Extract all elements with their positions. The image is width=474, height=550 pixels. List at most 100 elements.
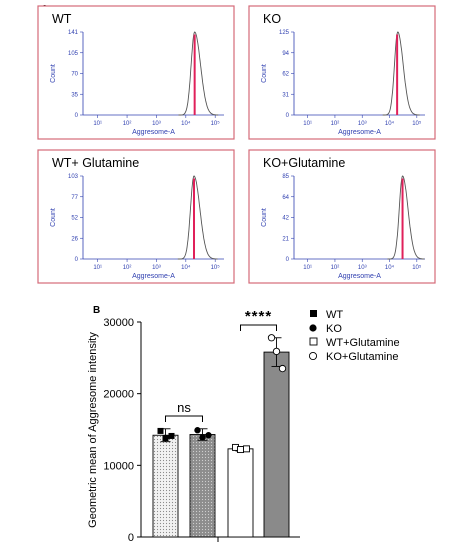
- x-tick-label: 10⁴: [385, 264, 395, 271]
- significance-ns: ns: [165, 400, 203, 422]
- y-tick-label: 26: [71, 236, 78, 242]
- data-point: [168, 432, 175, 439]
- data-point: [243, 445, 250, 453]
- y-tick-label: 77: [71, 195, 78, 201]
- panel-label-b: B: [93, 305, 100, 316]
- x-axis-label: Aggresome-A: [132, 273, 175, 280]
- y-tick-label: 0: [128, 532, 134, 544]
- y-tick-label: 42: [282, 216, 289, 222]
- y-tick-label: 0: [75, 113, 79, 119]
- x-tick-label: 10³: [358, 265, 367, 271]
- bar-group-1: [152, 427, 179, 538]
- x-axis-label: Aggresome-A: [132, 129, 175, 136]
- histogram-title: KO+Glutamine: [263, 156, 345, 170]
- data-point: [205, 432, 212, 439]
- histogram-curve: [382, 31, 420, 116]
- y-tick-label: 21: [282, 236, 289, 242]
- y-tick-label: 64: [282, 195, 289, 201]
- y-tick-label: 62: [282, 72, 289, 78]
- histogram-4: KO+Glutamine 0 21 42 64 85 10¹ 10² 10³ 10⁴ 10⁵ Aggr…: [248, 149, 436, 284]
- legend-label: WT: [326, 309, 343, 321]
- legend-item-2: KO: [309, 323, 342, 335]
- x-tick-label: 10²: [123, 265, 132, 271]
- x-tick-label: 10³: [152, 121, 161, 127]
- bar-chart-panel: 0 10000 20000 30000 Geometric mean of Aggres…: [87, 308, 400, 544]
- significance-label: ns: [177, 400, 191, 415]
- x-tick-label: 10⁴: [181, 264, 191, 271]
- significance-bracket: [165, 415, 203, 422]
- legend-label: KO+Glutamine: [326, 351, 398, 363]
- legend-marker: [309, 337, 318, 346]
- y-tick-label: 85: [282, 174, 289, 180]
- y-tick-label: 20000: [103, 389, 134, 401]
- bar: [227, 448, 254, 538]
- y-tick-label: 141: [68, 30, 79, 36]
- bar: [152, 434, 179, 538]
- x-tick-label: 10⁵: [211, 264, 221, 271]
- legend-marker: [310, 310, 317, 317]
- bar-group-2: [189, 427, 216, 538]
- legend-item-4: KO+Glutamine: [308, 351, 398, 363]
- histogram-title: KO: [263, 12, 281, 26]
- x-tick-label: 10⁴: [181, 120, 191, 127]
- x-tick-label: 10¹: [303, 121, 312, 127]
- x-tick-label: 10¹: [93, 265, 102, 271]
- y-axis-label: Count: [261, 208, 268, 227]
- y-tick-label: 94: [282, 51, 289, 57]
- data-point: [157, 427, 164, 434]
- significance-label: ****: [245, 308, 272, 325]
- legend-item-1: WT: [310, 309, 343, 321]
- x-axis-label: Aggresome-A: [338, 129, 381, 136]
- bar-group-4: [263, 334, 290, 538]
- panel-frame: [37, 149, 235, 284]
- legend: WT KO WT+Glutamine KO+Glutamine: [308, 309, 400, 363]
- y-tick-label: 0: [286, 257, 290, 263]
- histogram-1: WT 0 35 70 105 141 10¹ 10² 10³ 10⁴ 10⁵ Aggresome-A C…: [37, 5, 235, 140]
- data-point: [162, 435, 169, 442]
- legend-marker: [308, 351, 318, 361]
- data-point: [237, 446, 244, 454]
- x-tick-label: 10¹: [93, 121, 102, 127]
- y-tick-label: 0: [286, 113, 290, 119]
- x-tick-label: 10⁵: [412, 264, 422, 271]
- y-tick-label: 105: [68, 51, 79, 57]
- histogram-3: WT+ Glutamine 0 26 52 77 103 10¹ 10² 10³ 10⁴ 10⁵ Ag…: [37, 149, 235, 284]
- x-tick-label: 10³: [152, 265, 161, 271]
- histogram-curve: [177, 175, 218, 260]
- y-tick-label: 125: [279, 30, 290, 36]
- data-point: [267, 334, 276, 342]
- data-point: [278, 364, 287, 373]
- data-point: [272, 347, 281, 356]
- y-tick-label: 10000: [103, 460, 134, 472]
- y-axis-label: Geometric mean of Aggresome intensity: [87, 332, 99, 528]
- y-tick-label: 52: [71, 216, 78, 222]
- y-tick-label: 0: [75, 257, 79, 263]
- y-tick-label: 103: [68, 174, 79, 180]
- histogram-title: WT: [52, 12, 72, 26]
- y-tick-label: 31: [282, 92, 289, 98]
- histogram-title: WT+ Glutamine: [52, 156, 139, 170]
- y-tick-label: 30000: [103, 317, 134, 329]
- y-tick-label: 35: [71, 92, 78, 98]
- x-tick-label: 10¹: [303, 265, 312, 271]
- significance-bracket: [240, 324, 277, 331]
- bar-group-3: [227, 443, 254, 538]
- histogram-curve: [178, 31, 219, 116]
- x-tick-label: 10⁵: [211, 120, 221, 127]
- y-tick-label: 70: [71, 72, 78, 78]
- legend-marker: [309, 324, 317, 332]
- legend-label: KO: [326, 323, 342, 335]
- data-point: [194, 427, 201, 434]
- legend-label: WT+Glutamine: [326, 337, 400, 349]
- bar: [189, 434, 216, 538]
- y-axis-label: Count: [50, 208, 57, 227]
- x-axis-label: Aggresome-A: [338, 273, 381, 280]
- x-tick-label: 10³: [358, 121, 367, 127]
- panel-frame: [248, 149, 436, 284]
- histogram-curve: [387, 175, 425, 260]
- x-tick-label: 10⁴: [385, 120, 395, 127]
- histogram-2: KO 0 31 62 94 125 10¹ 10² 10³ 10⁴ 10⁵ Aggresome-A Co…: [248, 5, 436, 140]
- x-tick-label: 10²: [331, 121, 340, 127]
- x-tick-label: 10⁵: [412, 120, 422, 127]
